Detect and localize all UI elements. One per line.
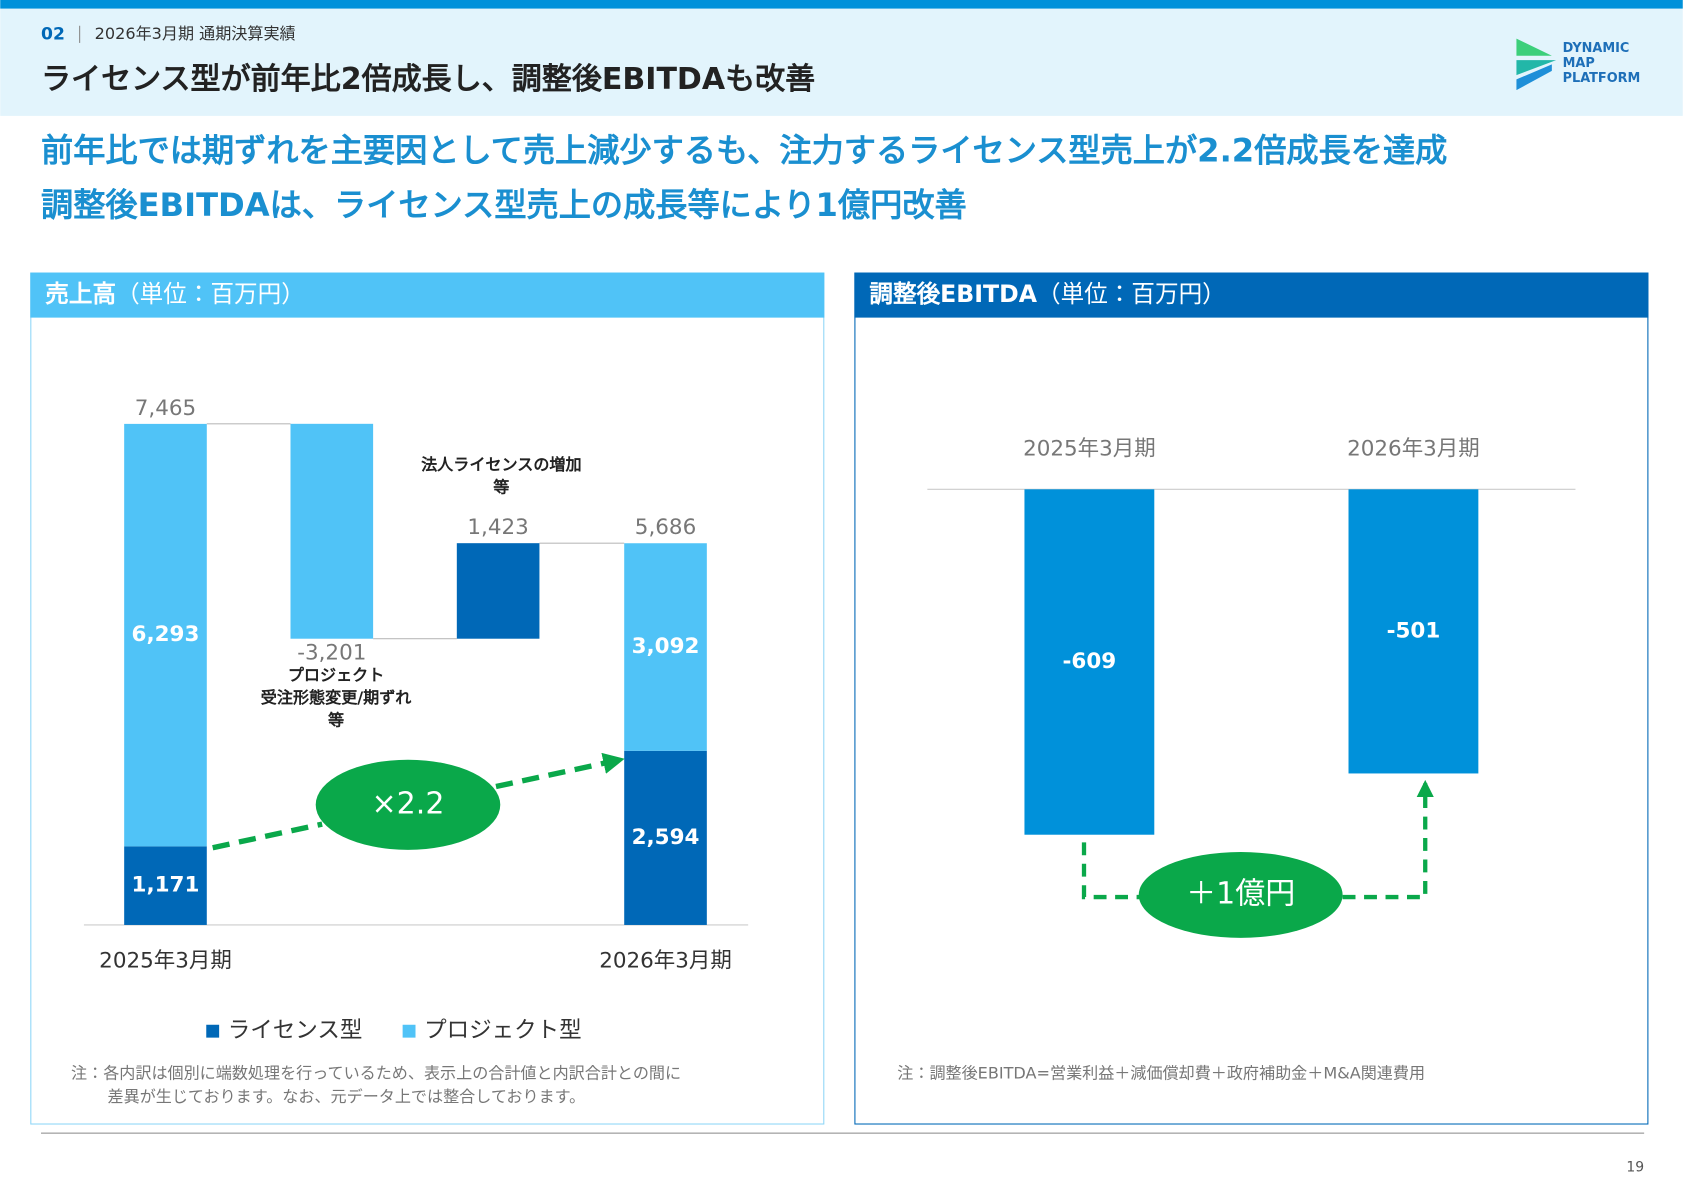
total-label: 7,465 [135,396,196,421]
logo-text: PLATFORM [1563,71,1641,86]
category-label: 2026年3月期 [1347,437,1480,462]
bar [1024,489,1155,835]
growth-arrow [212,760,621,851]
callout-text: ×2.2 [372,786,445,821]
legend-label: プロジェクト型 [424,1018,582,1044]
legend-swatch [206,1024,220,1038]
logo-text: MAP [1563,56,1595,71]
annotation: プロジェクト [288,666,384,685]
value-label: -609 [1063,649,1117,674]
annotation: 等 [492,478,509,497]
value-label: -3,201 [297,641,366,666]
category-label: 2025年3月期 [1023,437,1156,462]
value-label: 3,092 [632,634,700,659]
callout-bubble [315,759,501,850]
category-label: 2026年3月期 [599,948,732,973]
legend-label: ライセンス型 [228,1018,363,1044]
header-bg [0,0,1683,116]
bar [1348,489,1479,774]
bar-segment [624,543,707,751]
bar-segment [124,423,207,847]
annotation: 等 [327,711,344,730]
panel-header [30,272,825,318]
bar-segment [124,846,207,925]
unit-text: （単位：百万円） [1037,280,1226,308]
callout-text: ＋1億円 [1186,876,1295,911]
annotation: 受注形態変更/期ずれ [261,688,412,707]
improve-arrow [1342,779,1434,900]
panel-title: 売上高（単位：百万円） [45,280,305,308]
annotation: 法人ライセンスの増加 [421,455,581,474]
value-label: 1,423 [467,515,528,540]
page-number: 19 [1626,1159,1644,1175]
slide-title: ライセンス型が前年比2倍成長し、調整後EBITDAも改善 [41,62,815,97]
unit-text: （単位：百万円） [116,280,305,308]
callout-bubble [1138,851,1343,938]
section-number: 02 [41,24,65,44]
improve-arrow [1081,842,1140,900]
value-label: 6,293 [132,622,200,647]
top-bar [0,0,1683,9]
legend-swatch [402,1024,416,1038]
title-text: 調整後EBITDA [869,280,1037,308]
note: 差異が生じております。なお、元データ上では整合しております。 [108,1087,586,1106]
delta-bar [456,543,540,639]
panel [854,272,1649,1125]
title-text: 売上高 [45,280,116,308]
value-label: 2,594 [632,825,700,850]
panel-header [854,272,1649,318]
note: 注：調整後EBITDA=営業利益＋減価償却費＋政府補助金＋M&A関連費用 [897,1064,1425,1083]
panel-title: 調整後EBITDA（単位：百万円） [869,280,1225,308]
note: 注：各内訳は個別に端数処理を行っているため、表示上の合計値と内訳合計との間に [71,1064,681,1083]
logo-text: DYNAMIC [1563,41,1630,56]
headline: 前年比では期ずれを主要因として売上減少するも、注力するライセンス型売上が2.2倍… [41,131,1447,169]
value-label: 1,171 [132,873,200,898]
total-label: 5,686 [635,515,696,540]
value-label: -501 [1387,618,1441,643]
headline: 調整後EBITDAは、ライセンス型売上の成長等により1億円改善 [41,186,967,224]
subtitle: 2026年3月期 通期決算実績 [95,24,296,43]
delta-bar [290,423,374,639]
category-label: 2025年3月期 [99,948,232,973]
